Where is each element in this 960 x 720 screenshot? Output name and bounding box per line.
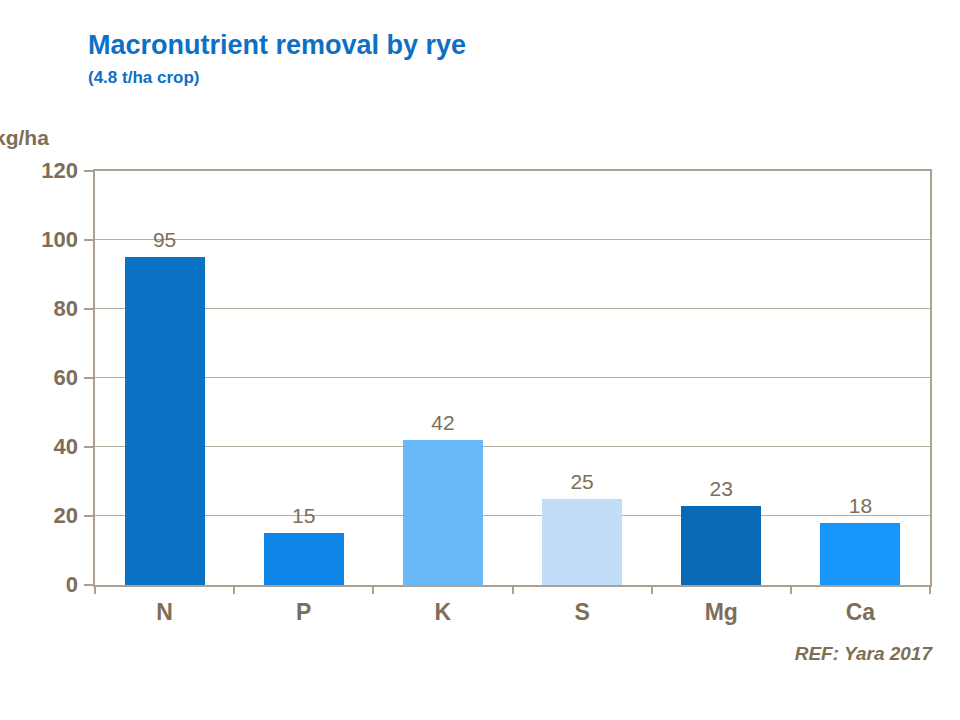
- y-axis-tick-label-60: 60: [54, 367, 78, 389]
- x-axis-tick-2: [372, 585, 374, 594]
- chart-subtitle: (4.8 t/ha crop): [88, 68, 199, 88]
- bar-K: [403, 440, 483, 585]
- y-axis-tick-20: [84, 515, 93, 517]
- bar-value-label-K: 42: [431, 412, 454, 433]
- x-axis-category-label-Ca: Ca: [846, 601, 875, 624]
- y-axis-tick-60: [84, 377, 93, 379]
- bar-Ca: [820, 523, 900, 585]
- plot-area: 02040608010012095N15P42K25S23Mg18Ca: [93, 169, 932, 587]
- x-axis-tick-4: [651, 585, 653, 594]
- bar-N: [125, 257, 205, 585]
- x-axis-category-label-P: P: [296, 601, 311, 624]
- bar-S: [542, 499, 622, 585]
- y-axis-tick-100: [84, 239, 93, 241]
- y-axis-tick-label-20: 20: [54, 505, 78, 527]
- gridline-20: [95, 515, 930, 516]
- x-axis-tick-0: [94, 585, 96, 594]
- bar-value-label-N: 95: [153, 229, 176, 250]
- y-axis-tick-label-80: 80: [54, 298, 78, 320]
- chart-title: Macronutrient removal by rye: [88, 30, 466, 61]
- gridline-100: [95, 239, 930, 240]
- y-axis-tick-label-100: 100: [41, 229, 78, 251]
- y-axis-tick-40: [84, 446, 93, 448]
- gridline-40: [95, 446, 930, 447]
- bar-value-label-Ca: 18: [849, 495, 872, 516]
- x-axis-category-label-S: S: [574, 601, 589, 624]
- y-axis-unit-label: kg/ha: [0, 126, 49, 150]
- x-axis-tick-6: [929, 585, 931, 594]
- gridline-60: [95, 377, 930, 378]
- y-axis-tick-label-120: 120: [41, 160, 78, 182]
- bar-Mg: [681, 506, 761, 585]
- x-axis-category-label-K: K: [435, 601, 452, 624]
- x-axis-tick-1: [233, 585, 235, 594]
- x-axis-tick-5: [790, 585, 792, 594]
- reference-note: REF: Yara 2017: [795, 643, 932, 665]
- x-axis-category-label-N: N: [156, 601, 173, 624]
- x-axis-tick-3: [512, 585, 514, 594]
- slide: Macronutrient removal by rye (4.8 t/ha c…: [0, 0, 960, 720]
- bar-value-label-P: 15: [292, 505, 315, 526]
- y-axis-tick-label-0: 0: [66, 574, 78, 596]
- bar-value-label-S: 25: [570, 471, 593, 492]
- x-axis-category-label-Mg: Mg: [705, 601, 738, 624]
- y-axis-tick-0: [84, 584, 93, 586]
- y-axis-tick-80: [84, 308, 93, 310]
- bar-value-label-Mg: 23: [710, 478, 733, 499]
- gridline-80: [95, 308, 930, 309]
- y-axis-tick-120: [84, 170, 93, 172]
- bar-P: [264, 533, 344, 585]
- y-axis-tick-label-40: 40: [54, 436, 78, 458]
